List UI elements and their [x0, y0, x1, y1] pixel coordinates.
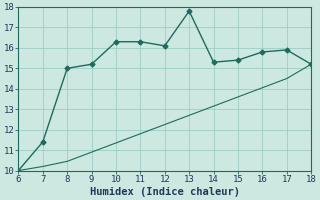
X-axis label: Humidex (Indice chaleur): Humidex (Indice chaleur) [90, 186, 240, 197]
